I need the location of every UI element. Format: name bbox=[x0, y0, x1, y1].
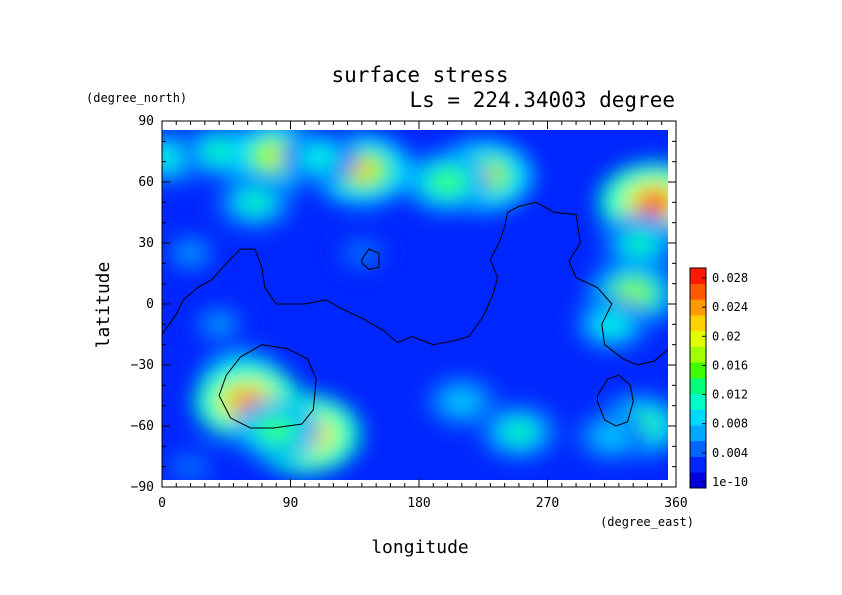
y-tick-label: 60 bbox=[138, 175, 154, 190]
y-tick-label: 30 bbox=[138, 236, 154, 251]
x-tick-label: 90 bbox=[283, 496, 299, 511]
colorbar-label: 0.02 bbox=[712, 329, 741, 343]
colorbar-segment bbox=[690, 299, 706, 316]
hotspot-core bbox=[600, 428, 624, 444]
colorbar-segment bbox=[690, 362, 706, 379]
colorbar-segment bbox=[690, 472, 706, 489]
colorbar-label: 0.016 bbox=[712, 358, 748, 372]
y-axis-label: latitude bbox=[93, 262, 114, 349]
y-tick-label: −30 bbox=[131, 358, 154, 373]
colorbar-segment bbox=[690, 378, 706, 395]
contour-layer bbox=[162, 201, 668, 429]
y-unit-label: (degree_north) bbox=[86, 91, 187, 105]
terrain-contour-1 bbox=[162, 201, 668, 366]
colorbar-label: 0.028 bbox=[712, 271, 748, 285]
hotspot-core bbox=[450, 394, 474, 409]
x-unit-label: (degree_east) bbox=[600, 515, 694, 529]
x-axis: 0 90 180 270 360 bbox=[158, 121, 688, 511]
colorbar-segment bbox=[690, 456, 706, 473]
hotspot-core bbox=[208, 317, 231, 332]
x-tick-label: 360 bbox=[664, 496, 687, 511]
hotspot-core bbox=[179, 246, 202, 260]
colorbar-segment bbox=[690, 393, 706, 410]
colorbar: 0.028 0.024 0.02 0.016 0.012 0.008 0.004 1e-10 bbox=[689, 267, 748, 489]
y-tick-label: −90 bbox=[131, 480, 154, 495]
hotspot-core bbox=[627, 234, 654, 252]
colorbar-label: 1e-10 bbox=[712, 475, 748, 489]
hotspot-core bbox=[306, 149, 332, 166]
chart-title: surface stress bbox=[331, 63, 508, 87]
hotspot-core bbox=[242, 194, 268, 211]
hotspot-core bbox=[505, 423, 532, 441]
hotspot-core bbox=[206, 143, 233, 160]
y-tick-label: −60 bbox=[131, 419, 154, 434]
colorbar-label: 0.004 bbox=[712, 446, 748, 460]
hotspot-core bbox=[618, 284, 648, 303]
hotspot-core bbox=[162, 149, 182, 166]
colorbar-frame bbox=[689, 267, 707, 489]
hotspot-layer bbox=[162, 130, 668, 480]
x-axis-label: longitude bbox=[371, 537, 469, 558]
hotspot-core bbox=[180, 460, 201, 474]
hotspot-core bbox=[351, 246, 373, 260]
colorbar-segment bbox=[690, 346, 706, 363]
x-tick-label: 270 bbox=[536, 496, 559, 511]
colorbar-segment bbox=[690, 283, 706, 300]
y-tick-label: 90 bbox=[138, 114, 154, 129]
colorbar-segment bbox=[690, 268, 706, 285]
colorbar-segment bbox=[690, 315, 706, 332]
heatmap-field bbox=[162, 130, 668, 480]
x-tick-label: 0 bbox=[158, 496, 166, 511]
hotspot-core bbox=[636, 191, 668, 214]
hotspot-core bbox=[262, 421, 291, 439]
terrain-contour-3 bbox=[218, 344, 317, 429]
colorbar-segment bbox=[690, 425, 706, 442]
colorbar-label: 0.008 bbox=[712, 417, 748, 431]
hotspot-core bbox=[599, 316, 625, 332]
x-tick-label: 180 bbox=[407, 496, 430, 511]
hotspot-core bbox=[433, 173, 462, 191]
colorbar-segment bbox=[690, 440, 706, 457]
colorbar-segment bbox=[690, 330, 706, 347]
y-tick-label: 0 bbox=[146, 297, 154, 312]
chart-subtitle: Ls = 224.34003 degree bbox=[409, 88, 675, 112]
colorbar-label: 0.012 bbox=[712, 388, 748, 402]
terrain-contour-2 bbox=[361, 248, 380, 270]
colorbar-label: 0.024 bbox=[712, 300, 748, 314]
colorbar-segment bbox=[690, 409, 706, 426]
terrain-contour-4 bbox=[597, 374, 634, 427]
y-axis: 90 60 30 0 −30 −60 −90 bbox=[131, 114, 676, 495]
